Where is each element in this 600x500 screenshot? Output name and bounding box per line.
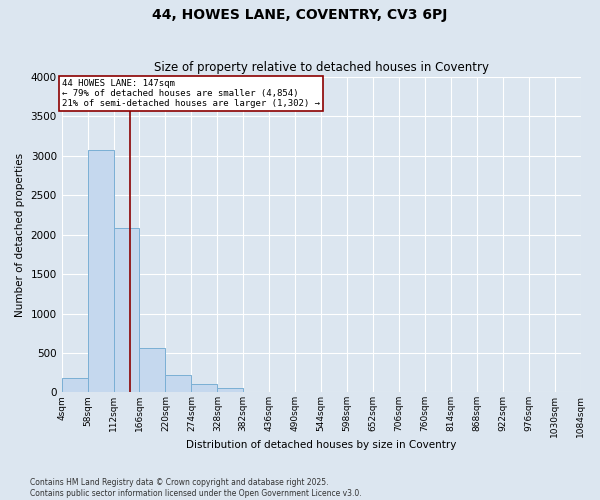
- Bar: [113, 228, 139, 392]
- X-axis label: Distribution of detached houses by size in Coventry: Distribution of detached houses by size …: [186, 440, 456, 450]
- Text: Contains HM Land Registry data © Crown copyright and database right 2025.
Contai: Contains HM Land Registry data © Crown c…: [30, 478, 362, 498]
- Bar: [217, 388, 243, 392]
- Bar: [88, 150, 113, 392]
- Bar: [139, 348, 166, 393]
- Text: 44, HOWES LANE, COVENTRY, CV3 6PJ: 44, HOWES LANE, COVENTRY, CV3 6PJ: [152, 8, 448, 22]
- Bar: [166, 375, 191, 392]
- Text: 44 HOWES LANE: 147sqm
← 79% of detached houses are smaller (4,854)
21% of semi-d: 44 HOWES LANE: 147sqm ← 79% of detached …: [62, 78, 320, 108]
- Bar: [62, 378, 88, 392]
- Bar: [191, 384, 217, 392]
- Title: Size of property relative to detached houses in Coventry: Size of property relative to detached ho…: [154, 62, 488, 74]
- Y-axis label: Number of detached properties: Number of detached properties: [15, 152, 25, 317]
